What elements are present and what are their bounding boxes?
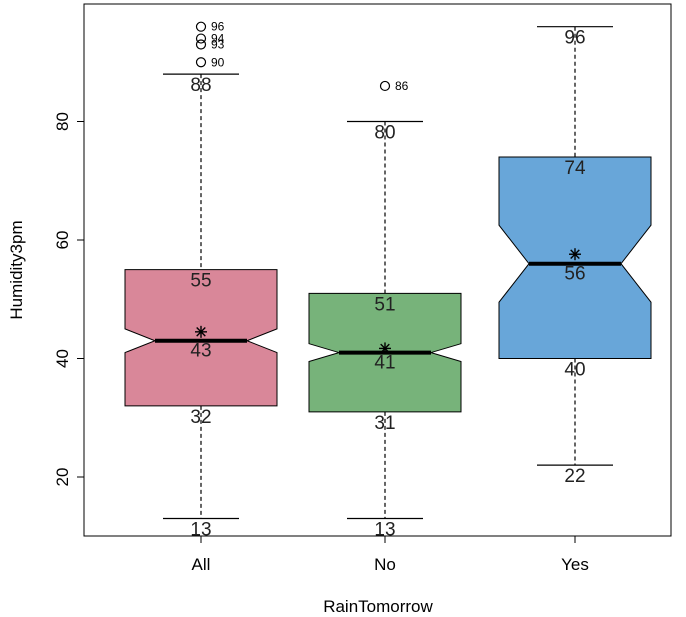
q3-label: 51 (374, 294, 395, 315)
x-tick-label: No (374, 555, 396, 574)
whisker-low-label: 22 (564, 466, 585, 487)
outlier-label: 93 (211, 37, 225, 51)
box-group-no: 51 41 31 80 13 86 (308, 79, 462, 540)
outlier-point (195, 21, 207, 32)
whisker-high-label: 96 (564, 28, 585, 49)
q1-label: 32 (190, 407, 211, 428)
outlier-label: 94 (211, 32, 225, 46)
mean-marker-stroke (570, 249, 580, 260)
median-label: 41 (374, 353, 395, 374)
y-tick-label: 60 (53, 231, 72, 250)
whisker-low-label: 13 (374, 519, 395, 540)
mean-marker-stroke (196, 327, 206, 337)
x-tick-label: Yes (561, 555, 589, 574)
outlier-point (195, 39, 207, 50)
q1-label: 40 (564, 360, 585, 381)
mean-marker-stroke (380, 343, 390, 354)
median-label: 56 (564, 264, 585, 285)
y-tick-label: 40 (53, 349, 72, 368)
outlier-label: 86 (395, 79, 409, 93)
q3-label: 55 (190, 271, 211, 292)
mean-marker (569, 248, 581, 261)
mean-marker (379, 342, 391, 355)
mean-marker (195, 325, 207, 338)
y-tick-label: 20 (53, 468, 72, 487)
plot-frame (83, 3, 672, 537)
median-label: 43 (190, 341, 211, 362)
whisker-low-label: 13 (190, 519, 211, 540)
box-group-yes: 74 56 40 96 22 (498, 26, 652, 487)
q3-label: 74 (564, 158, 586, 179)
x-axis-title: RainTomorrow (323, 597, 433, 616)
whisker-high-label: 80 (374, 123, 395, 144)
outlier-point (195, 57, 207, 68)
x-tick-label: All (192, 555, 211, 574)
outlier-label: 96 (211, 20, 225, 34)
y-axis-title: Humidity3pm (7, 220, 26, 319)
y-tick-label: 80 (53, 112, 72, 131)
whisker-high-label: 88 (190, 75, 211, 96)
outlier-label: 90 (211, 55, 225, 69)
outlier-point (379, 80, 391, 92)
outlier-point (195, 33, 207, 44)
q1-label: 31 (374, 413, 395, 434)
